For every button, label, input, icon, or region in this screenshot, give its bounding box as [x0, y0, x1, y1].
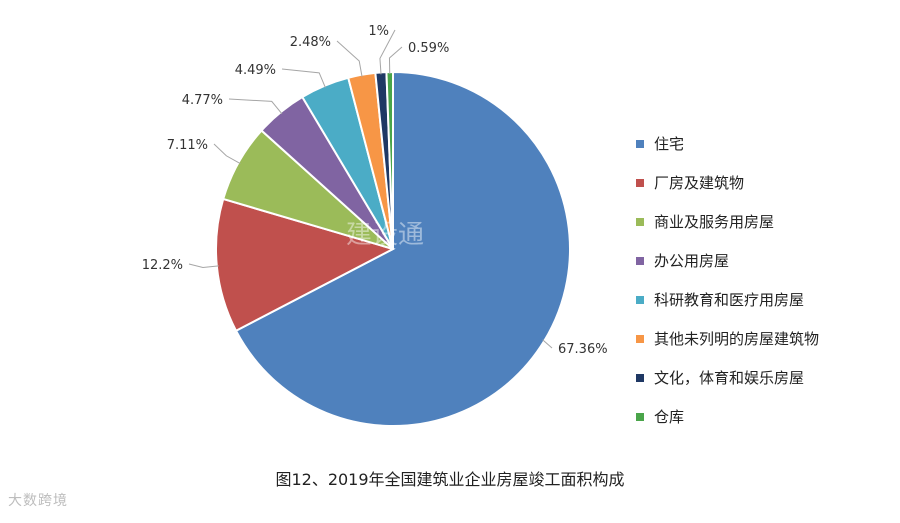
watermark-text: 建设通: [346, 220, 424, 250]
leader-line-1: [542, 339, 553, 349]
data-label-6: 2.48%: [290, 35, 331, 50]
leader-line-2: [188, 263, 219, 268]
legend-swatch-7: [636, 373, 644, 382]
legend-label-2: 厂房及建筑物: [654, 174, 745, 192]
data-label-5: 4.49%: [235, 63, 276, 78]
leader-line-8: [388, 46, 403, 75]
data-label-4: 4.77%: [182, 93, 223, 108]
legend-label-1: 住宅: [654, 135, 685, 153]
legend-label-3: 商业及服务用房屋: [654, 213, 775, 231]
legend-label-7: 文化，体育和娱乐房屋: [654, 369, 805, 387]
legend-swatch-2: [636, 178, 644, 187]
data-label-3: 7.11%: [167, 138, 208, 153]
legend-label-4: 办公用房屋: [654, 252, 730, 270]
brand-watermark: 大数跨境: [8, 493, 68, 509]
legend-item-2: 厂房及建筑物: [636, 163, 819, 202]
legend-swatch-4: [636, 256, 644, 265]
legend-item-1: 住宅: [636, 124, 819, 163]
leader-line-5: [281, 68, 326, 88]
data-label-8: 0.59%: [408, 41, 449, 56]
leader-line-7: [379, 29, 396, 75]
legend-swatch-3: [636, 217, 644, 226]
legend-swatch-6: [636, 334, 644, 343]
legend-label-5: 科研教育和医疗用房屋: [654, 291, 805, 309]
leader-line-6: [336, 40, 363, 77]
legend-item-3: 商业及服务用房屋: [636, 202, 819, 241]
chart-legend: 住宅厂房及建筑物商业及服务用房屋 办公用房屋科研教育和医疗用房屋 其他未列明的房屋建…: [636, 124, 819, 436]
legend-item-5: 科研教育和医疗用房屋: [636, 280, 819, 319]
legend-label-6: 其他未列明的房屋建筑物: [654, 330, 820, 348]
legend-label-8: 仓库: [654, 408, 685, 426]
legend-item-7: 文化，体育和娱乐房屋: [636, 358, 819, 397]
data-label-2: 12.2%: [142, 258, 183, 273]
legend-swatch-8: [636, 412, 644, 421]
legend-item-4: 办公用房屋: [636, 241, 819, 280]
legend-swatch-1: [636, 139, 644, 148]
legend-item-6: 其他未列明的房屋建筑物: [636, 319, 819, 358]
data-label-7: 1%: [368, 24, 389, 39]
leader-line-3: [213, 143, 241, 165]
legend-swatch-5: [636, 295, 644, 304]
legend-item-8: 仓库: [636, 397, 819, 436]
chart-title: 图12、2019年全国建筑业企业房屋竣工面积构成: [275, 470, 625, 489]
data-label-1: 67.36%: [558, 342, 608, 357]
leader-line-4: [228, 98, 283, 115]
